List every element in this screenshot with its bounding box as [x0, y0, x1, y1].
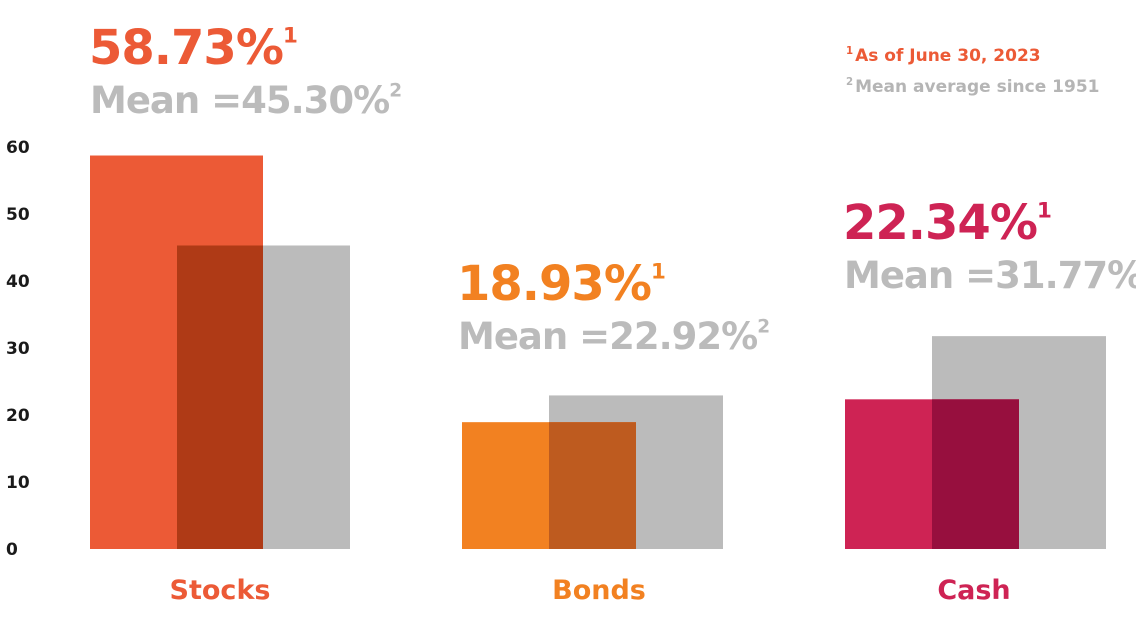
- footnote-1-marker: 1: [846, 46, 854, 58]
- stocks-overlap-bar: [177, 245, 263, 550]
- cash-value-label: 22.34%1: [843, 195, 1051, 251]
- stocks-value-label: 58.73%1: [89, 20, 297, 76]
- bonds-mean-label: Mean =22.92%2: [458, 315, 769, 358]
- y-tick-label: 50: [6, 205, 30, 225]
- y-tick-label: 0: [6, 540, 18, 560]
- y-axis: 0 10 20 30 40 50 60: [6, 138, 30, 560]
- y-tick-label: 10: [6, 473, 30, 493]
- category-labels: Stocks Bonds Cash: [170, 575, 1011, 606]
- bonds-value-label: 18.93%1: [457, 256, 665, 312]
- footnote-1: 1 As of June 30, 2023: [846, 46, 1041, 66]
- y-tick-label: 30: [6, 339, 30, 359]
- footnote-2-marker: 2: [846, 77, 854, 89]
- y-tick-label: 20: [6, 406, 30, 426]
- stocks-category-label: Stocks: [170, 575, 271, 606]
- bars-layer: [90, 155, 1106, 550]
- y-tick-label: 40: [6, 272, 30, 292]
- bonds-category-label: Bonds: [552, 575, 646, 606]
- cash-mean-label: Mean =31.77%2: [844, 254, 1136, 297]
- cash-category-label: Cash: [937, 575, 1010, 606]
- stocks-mean-label: Mean =45.30%2: [90, 79, 401, 122]
- y-tick-label: 60: [6, 138, 30, 158]
- cash-overlap-bar: [932, 399, 1019, 549]
- footnote-2-text: Mean average since 1951: [855, 77, 1100, 97]
- footnote-1-text: As of June 30, 2023: [855, 46, 1041, 66]
- bonds-overlap-bar: [549, 422, 636, 549]
- footnote-2: 2 Mean average since 1951: [846, 77, 1099, 97]
